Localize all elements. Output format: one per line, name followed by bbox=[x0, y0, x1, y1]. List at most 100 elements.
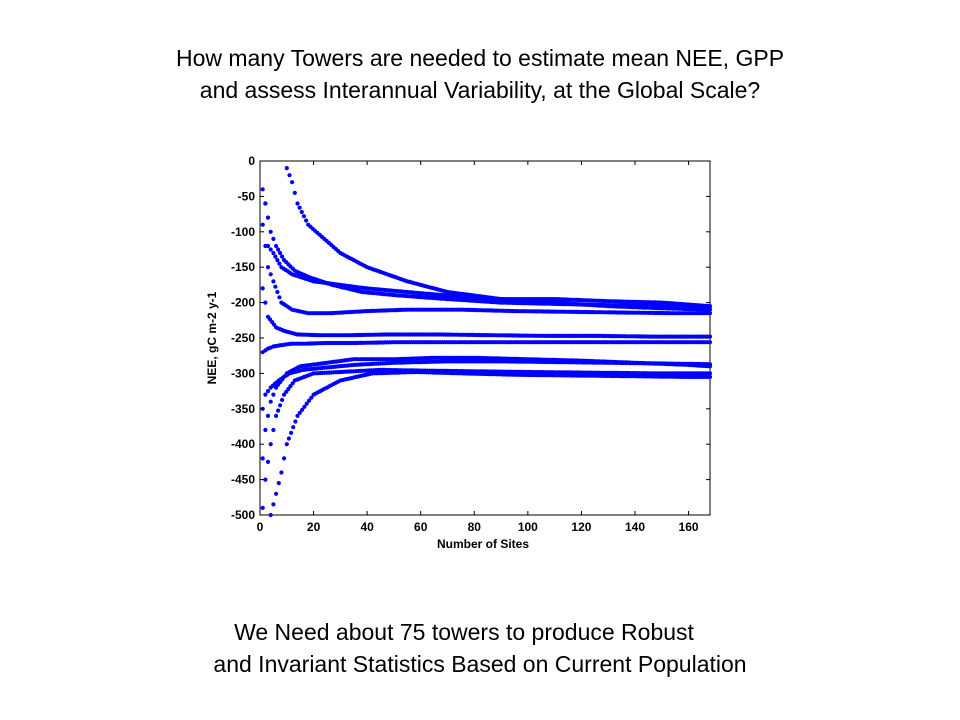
data-point bbox=[271, 502, 276, 507]
data-point bbox=[268, 247, 273, 252]
y-tick-label: -300 bbox=[231, 366, 255, 380]
data-point bbox=[275, 258, 280, 263]
footer-line-2: and Invariant Statistics Based on Curren… bbox=[213, 651, 747, 677]
data-point bbox=[260, 222, 265, 227]
data-point bbox=[263, 201, 268, 206]
data-point bbox=[260, 505, 265, 510]
data-point bbox=[260, 286, 265, 291]
x-tick-label: 160 bbox=[679, 520, 699, 534]
data-point bbox=[265, 215, 271, 220]
data-point bbox=[304, 401, 309, 406]
data-point bbox=[265, 459, 271, 464]
x-tick-label: 100 bbox=[518, 520, 538, 534]
data-point bbox=[274, 243, 279, 249]
x-tick-label: 40 bbox=[360, 520, 374, 534]
slide-footer: We Need about 75 towers to produce Robus… bbox=[0, 616, 960, 680]
data-point bbox=[268, 399, 273, 404]
y-tick-label: -250 bbox=[231, 331, 255, 345]
data-point bbox=[271, 392, 276, 397]
x-tick-label: 60 bbox=[414, 520, 428, 534]
data-point bbox=[707, 340, 713, 345]
data-point bbox=[279, 470, 284, 475]
data-point bbox=[271, 279, 276, 284]
data-point bbox=[293, 419, 298, 424]
data-point bbox=[297, 205, 302, 210]
data-point bbox=[295, 413, 300, 418]
y-tick-label: 0 bbox=[248, 154, 255, 168]
data-point bbox=[286, 436, 291, 441]
x-tick-label: 140 bbox=[625, 520, 645, 534]
data-point bbox=[260, 456, 265, 461]
data-point bbox=[274, 413, 279, 418]
x-tick-label: 120 bbox=[571, 520, 591, 534]
slide-title: How many Towers are needed to estimate m… bbox=[0, 42, 960, 106]
data-point bbox=[268, 272, 273, 277]
x-tick-label: 0 bbox=[257, 520, 264, 534]
data-point bbox=[299, 209, 304, 215]
data-point bbox=[271, 427, 276, 433]
x-axis-ticks: 0 20 40 60 80 100 120 140 160 bbox=[257, 161, 699, 534]
data-point bbox=[295, 201, 300, 206]
data-point bbox=[304, 218, 309, 223]
title-line-1: How many Towers are needed to estimate m… bbox=[175, 45, 785, 71]
data-point bbox=[287, 173, 292, 178]
data-point bbox=[276, 408, 281, 413]
y-axis-ticks: 0 -50 -100 -150 -200 -250 -300 -350 -400 -450 -500 bbox=[231, 154, 710, 522]
data-point bbox=[309, 395, 314, 400]
y-tick-label: -450 bbox=[231, 473, 255, 487]
data-point bbox=[707, 307, 713, 312]
data-point bbox=[290, 180, 295, 185]
data-point bbox=[278, 403, 283, 408]
data-point bbox=[275, 289, 280, 295]
data-point bbox=[300, 407, 305, 412]
data-point bbox=[268, 442, 273, 447]
data-point bbox=[284, 442, 289, 447]
x-axis-label: Number of Sites bbox=[437, 537, 529, 551]
data-point bbox=[302, 404, 307, 409]
data-point bbox=[306, 398, 312, 403]
data-point bbox=[291, 425, 296, 430]
data-point bbox=[265, 265, 271, 270]
data-point bbox=[274, 385, 279, 390]
data-point bbox=[274, 491, 279, 496]
data-point bbox=[263, 477, 268, 482]
data-point bbox=[271, 236, 276, 241]
data-point bbox=[265, 413, 271, 418]
data-point bbox=[276, 247, 281, 252]
data-point bbox=[707, 374, 713, 379]
y-tick-label: -350 bbox=[231, 402, 255, 416]
y-tick-label: -200 bbox=[231, 296, 255, 310]
x-tick-label: 20 bbox=[307, 520, 321, 534]
data-point bbox=[282, 456, 287, 461]
data-point bbox=[277, 295, 282, 300]
y-tick-label: -100 bbox=[231, 225, 255, 239]
data-point bbox=[268, 229, 273, 234]
data-point bbox=[273, 254, 278, 259]
data-point bbox=[260, 187, 265, 192]
data-point bbox=[707, 311, 713, 316]
data-point bbox=[273, 284, 278, 289]
data-point bbox=[265, 389, 271, 394]
data-point bbox=[263, 300, 268, 305]
data-point bbox=[289, 430, 294, 435]
data-point bbox=[280, 254, 285, 259]
y-tick-label: -500 bbox=[231, 508, 255, 522]
data-point bbox=[297, 410, 302, 415]
data-point bbox=[286, 386, 291, 392]
y-axis-label: NEE, gC m-2 y-1 bbox=[205, 291, 219, 384]
data-point bbox=[263, 392, 268, 397]
data-point bbox=[301, 214, 306, 219]
y-tick-label: -50 bbox=[238, 189, 256, 203]
data-points bbox=[260, 166, 713, 518]
data-point bbox=[268, 512, 273, 518]
data-point bbox=[278, 250, 283, 256]
y-tick-label: -400 bbox=[231, 437, 255, 451]
data-point bbox=[292, 190, 297, 195]
data-point bbox=[263, 243, 268, 249]
data-point bbox=[280, 397, 285, 403]
footer-line-1: We Need about 75 towers to produce Robus… bbox=[234, 619, 694, 645]
data-point bbox=[276, 481, 281, 486]
data-point bbox=[284, 166, 289, 171]
data-point bbox=[277, 261, 282, 266]
